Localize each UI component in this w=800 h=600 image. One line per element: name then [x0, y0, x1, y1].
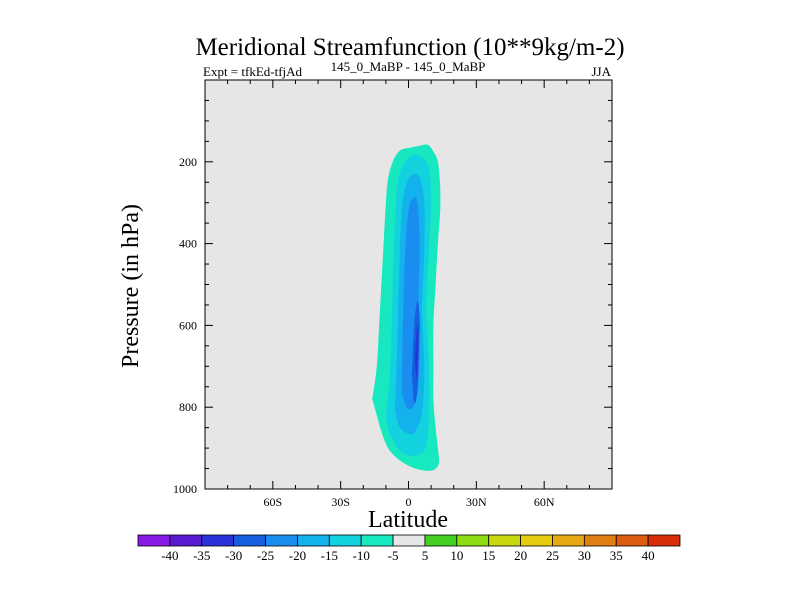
colorbar-level-label: -15	[321, 548, 338, 563]
colorbar-swatch	[583, 534, 617, 547]
colorbar-level-label: 30	[578, 548, 591, 563]
y-axis-label: Pressure (in hPa)	[118, 204, 144, 368]
colorbar-swatch	[233, 534, 266, 547]
x-tick-label: 0	[406, 495, 412, 509]
chart-subtitle-right: JJA	[591, 64, 611, 79]
x-tick-label: 60N	[534, 495, 555, 509]
colorbar-swatch	[488, 534, 521, 547]
axis-ticks	[205, 80, 612, 489]
y-tick-label: 200	[179, 155, 197, 169]
colorbar-swatch	[297, 534, 330, 547]
y-tick-label: 400	[179, 237, 197, 251]
colorbar-level-label: 15	[482, 548, 495, 563]
colorbar-swatch	[328, 534, 362, 547]
colorbar-swatch	[647, 534, 681, 547]
chart-subtitle-left: Expt = tfkEd-tfjAd	[203, 64, 303, 79]
colorbar-level-label: -20	[289, 548, 306, 563]
colorbar-labels: -40 -35 -30 -25 -20 -15 -10 -5 5 10 15 20 25 30 35 40	[161, 548, 654, 563]
colorbar-level-label: -5	[388, 548, 399, 563]
chart-title: Meridional Streamfunction (10**9kg/m-2)	[195, 34, 624, 61]
contour-fills	[371, 144, 441, 471]
y-tick-label: 1000	[173, 482, 197, 496]
colorbar-level-label: 40	[642, 548, 655, 563]
colorbar-swatch	[424, 534, 458, 547]
colorbar-swatch	[552, 534, 585, 547]
colorbar-swatch	[360, 534, 394, 547]
x-tick-labels: 60S 30S 0 30N 60N	[263, 495, 554, 509]
plot-area	[204, 79, 613, 490]
x-tick-label: 60S	[263, 495, 282, 509]
colorbar-level-label: -25	[257, 548, 274, 563]
colorbar-level-label: 35	[610, 548, 623, 563]
colorbar-swatch	[201, 534, 235, 547]
y-tick-label: 800	[179, 400, 197, 414]
colorbar-swatch	[456, 534, 490, 547]
x-axis-label: Latitude	[368, 507, 448, 533]
colorbar-level-label: -10	[353, 548, 370, 563]
x-tick-label: 30N	[466, 495, 487, 509]
colorbar-swatch	[392, 534, 426, 547]
y-tick-label: 600	[179, 318, 197, 332]
colorbar-level-label: -40	[161, 548, 178, 563]
colorbar-level-label: -30	[225, 548, 242, 563]
colorbar-level-label: 5	[422, 548, 429, 563]
colorbar-level-label: -35	[193, 548, 210, 563]
colorbar-level-label: 20	[514, 548, 527, 563]
colorbar-level-label: 25	[546, 548, 559, 563]
x-tick-label: 30S	[331, 495, 350, 509]
colorbar-swatch	[615, 534, 649, 547]
colorbar	[137, 534, 681, 547]
colorbar-swatch	[520, 534, 553, 547]
colorbar-swatch	[137, 534, 171, 547]
y-tick-labels: 200 400 600 800 1000	[173, 155, 197, 496]
colorbar-swatch	[169, 534, 203, 547]
colorbar-swatch	[265, 534, 298, 547]
contour-fill-neg30	[414, 324, 419, 379]
colorbar-level-label: 10	[450, 548, 463, 563]
chart-subtitle-center: 145_0_MaBP - 145_0_MaBP	[331, 59, 486, 74]
